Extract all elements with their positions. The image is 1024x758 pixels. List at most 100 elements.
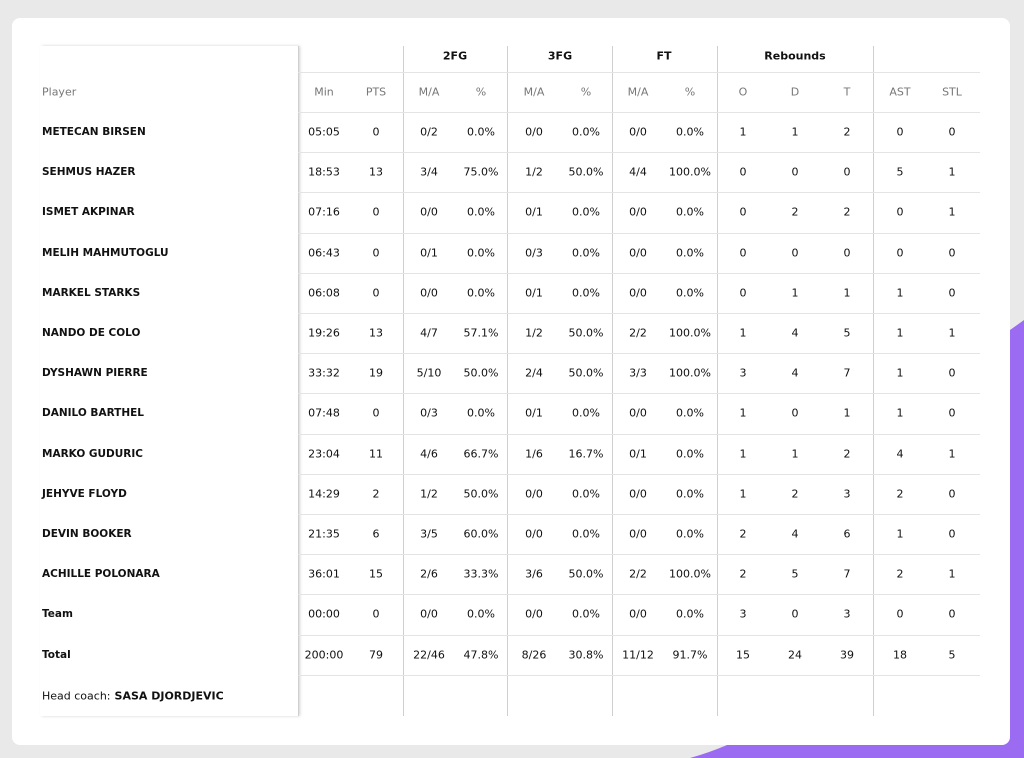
stat-cell: 36:01 [308, 567, 340, 581]
stat-cell: 1 [896, 286, 904, 300]
stat-cell: 1 [948, 447, 956, 461]
stat-cell: 3 [843, 607, 851, 621]
stat-cell: 1/2 [525, 326, 543, 340]
stat-cell: 100.0% [669, 366, 711, 380]
column-header: D [790, 85, 800, 99]
column-header: Min [314, 85, 334, 99]
player-name: METECAN BIRSEN [42, 126, 146, 138]
stat-cell: 0/0 [525, 125, 543, 139]
stat-cell: 1 [739, 125, 747, 139]
stat-cell: 0 [791, 246, 799, 260]
stat-cell: 05:05 [308, 125, 340, 139]
group-header: 3FG [547, 49, 573, 63]
stat-cell: 1 [791, 447, 799, 461]
row-divider [298, 353, 980, 355]
stat-cell: 1 [896, 406, 904, 420]
column-header: % [475, 85, 487, 99]
column-header: M/A [418, 85, 440, 99]
stat-cell: 07:16 [308, 205, 340, 219]
coach-label: Head coach: [42, 689, 111, 703]
stat-cell: 200:00 [304, 648, 344, 662]
stat-cell: 2 [843, 447, 851, 461]
stat-cell: 0.0% [572, 527, 600, 541]
stat-cell: 79 [369, 648, 383, 662]
stat-cell: 0 [372, 607, 380, 621]
stat-cell: 0.0% [572, 607, 600, 621]
stat-cell: 50.0% [463, 366, 499, 380]
stat-cell: 2/2 [629, 567, 647, 581]
stat-cell: 0/0 [629, 125, 647, 139]
stat-cell: 1/2 [420, 487, 438, 501]
stat-cell: 0/1 [629, 447, 647, 461]
stat-cell: 0.0% [676, 246, 704, 260]
stat-cell: 16.7% [568, 447, 604, 461]
stat-cell: 4/7 [420, 326, 438, 340]
stat-cell: 13 [369, 165, 383, 179]
player-name: Team [42, 608, 73, 621]
stat-cell: 0.0% [467, 286, 495, 300]
stat-cell: 50.0% [568, 326, 604, 340]
player-name: ACHILLE POLONARA [42, 568, 160, 581]
stat-cell: 0/1 [420, 246, 438, 260]
column-divider [507, 46, 508, 716]
player-name: MELIH MAHMUTOGLU [42, 246, 169, 259]
stat-cell: 1 [791, 286, 799, 300]
stat-cell: 50.0% [568, 366, 604, 380]
group-header: FT [656, 49, 672, 63]
stat-cell: 15 [736, 648, 750, 662]
stat-cell: 5 [948, 648, 956, 662]
stat-cell: 5 [896, 165, 904, 179]
stat-cell: 5/10 [416, 366, 442, 380]
player-name: ISMET AKPINAR [42, 206, 135, 219]
stat-cell: 6 [843, 527, 851, 541]
stat-cell: 0 [739, 165, 747, 179]
stat-cell: 0/0 [629, 487, 647, 501]
stat-cell: 3/3 [629, 366, 647, 380]
coach-name: SASA DJORDJEVIC [114, 689, 224, 703]
stat-cell: 75.0% [463, 165, 499, 179]
player-name: NANDO DE COLO [42, 327, 141, 339]
stat-cell: 4 [791, 366, 799, 380]
stat-cell: 4 [791, 527, 799, 541]
stat-cell: 91.7% [672, 648, 708, 662]
column-divider [612, 46, 613, 716]
player-name: Total [42, 648, 71, 661]
stat-cell: 0/0 [629, 527, 647, 541]
stat-cell: 0 [948, 246, 956, 260]
stat-cell: 0.0% [676, 406, 704, 420]
group-header: Rebounds [764, 49, 826, 63]
stat-cell: 11 [369, 447, 383, 461]
stat-cell: 1 [791, 125, 799, 139]
stat-cell: 0.0% [572, 125, 600, 139]
player-name: MARKEL STARKS [42, 286, 141, 299]
stat-cell: 33:32 [308, 366, 340, 380]
stat-cell: 0 [372, 286, 380, 300]
stat-cell: 0.0% [572, 205, 600, 219]
stat-cell: 19:26 [308, 326, 340, 340]
stat-cell: 4/6 [420, 447, 438, 461]
stat-cell: 0.0% [467, 607, 495, 621]
row-divider [298, 72, 980, 73]
stat-cell: 0.0% [467, 205, 495, 219]
player-name: MARKO GUDURIC [42, 447, 143, 460]
stat-cell: 06:43 [308, 246, 340, 260]
row-divider [298, 393, 980, 395]
row-divider [298, 473, 980, 475]
stat-cell: 2/4 [525, 366, 543, 380]
stat-cell: 2/2 [629, 326, 647, 340]
stat-cell: 0.0% [676, 607, 704, 621]
stat-cell: 2 [843, 205, 851, 219]
stat-cell: 0/0 [629, 607, 647, 621]
stat-cell: 0/0 [629, 246, 647, 260]
column-divider [873, 46, 874, 716]
stat-cell: 50.0% [568, 567, 604, 581]
column-header: M/A [627, 85, 649, 99]
stat-cell: 6 [372, 527, 380, 541]
stat-cell: 0.0% [572, 286, 600, 300]
stat-cell: 100.0% [669, 326, 711, 340]
stat-cell: 5 [791, 567, 799, 581]
stat-cell: 5 [843, 326, 851, 340]
stat-cell: 0 [372, 246, 380, 260]
row-divider [298, 312, 980, 314]
stat-cell: 0.0% [467, 406, 495, 420]
